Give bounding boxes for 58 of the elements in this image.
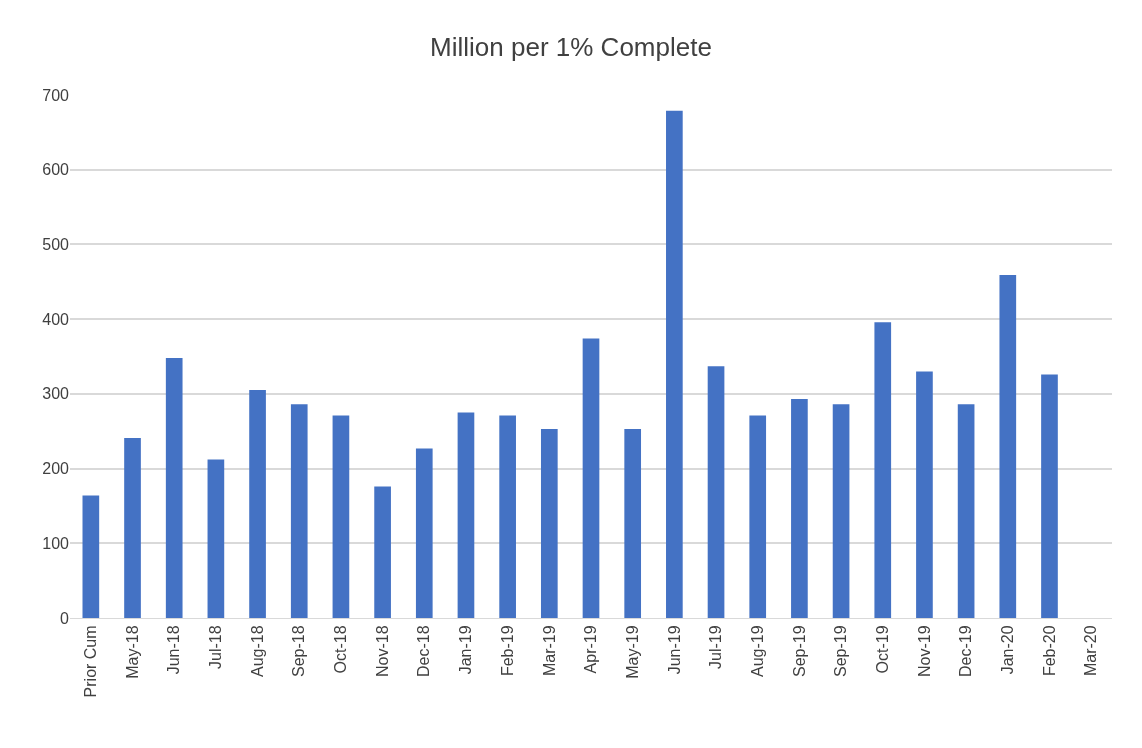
bar (1041, 374, 1058, 618)
bar (165, 357, 183, 618)
x-tick-label: Prior Cum (82, 625, 100, 698)
bar (666, 110, 683, 618)
x-tick-label: Jul-19 (707, 625, 725, 669)
y-tick-label: 400 (42, 310, 70, 328)
x-tick-label: Sep-19 (832, 625, 850, 677)
bar (791, 399, 808, 618)
bar (499, 415, 516, 618)
x-tick-label: Oct-19 (873, 625, 891, 674)
x-tick-label: Nov-19 (915, 625, 933, 677)
x-tick-label: Feb-19 (498, 625, 516, 677)
bar (624, 428, 642, 618)
bar (249, 390, 266, 618)
bar (457, 412, 475, 618)
x-tick-label: Dec-19 (957, 625, 975, 677)
x-tick-label: Jan-19 (457, 625, 475, 675)
x-tick-label: Feb-20 (1040, 625, 1058, 677)
x-tick-label: Dec-18 (415, 625, 433, 677)
x-tick-label: Jun-18 (165, 625, 183, 675)
x-tick-label: Aug-18 (248, 625, 266, 677)
bar (749, 415, 767, 618)
y-tick-label: 500 (42, 236, 70, 254)
x-tick-label: May-18 (123, 625, 141, 679)
x-tick-label: May-19 (623, 625, 641, 679)
bar (332, 415, 350, 618)
y-tick-label: 200 (42, 460, 70, 478)
chart-title: Million per 1% Complete (430, 31, 712, 62)
y-tick-label: 700 (42, 86, 70, 104)
x-tick-label: Mar-20 (1082, 625, 1100, 677)
x-tick-label: Aug-19 (748, 625, 766, 677)
x-tick-label: Jul-18 (207, 625, 225, 669)
bar (707, 366, 725, 618)
x-tick-label: Jan-20 (999, 625, 1016, 675)
y-tick-label: 600 (42, 161, 70, 179)
bar (999, 275, 1017, 618)
bar (290, 404, 308, 618)
bar (374, 486, 391, 618)
bar (415, 448, 433, 618)
x-tick-label: Mar-19 (540, 625, 558, 677)
x-tick-label: Sep-18 (290, 625, 308, 677)
x-tick-label: Sep-19 (790, 625, 808, 677)
x-tick-label: Oct-18 (332, 625, 350, 674)
y-tick-label: 300 (42, 385, 70, 403)
bar (832, 404, 850, 618)
bar (957, 404, 975, 618)
y-tick-label: 0 (60, 609, 70, 627)
bar (916, 371, 933, 618)
bar (874, 322, 892, 618)
y-tick-label: 100 (42, 534, 70, 552)
x-tick-label: Nov-18 (373, 625, 391, 677)
bar (82, 495, 100, 618)
bar (540, 428, 558, 618)
bar (124, 437, 141, 618)
x-tick-label: Apr-19 (582, 625, 600, 674)
bar (207, 459, 225, 618)
x-tick-label: Jun-19 (665, 625, 683, 675)
bar (582, 338, 600, 618)
